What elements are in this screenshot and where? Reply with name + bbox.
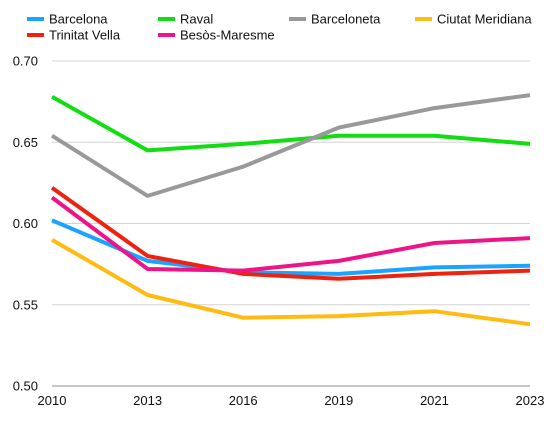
- x-tick-label: 2021: [420, 393, 449, 408]
- legend-label: Ciutat Meridiana: [437, 12, 532, 27]
- legend-item-raval: Raval: [158, 12, 213, 27]
- y-tick-label: 0.65: [13, 135, 38, 150]
- legend-label: Barcelona: [49, 12, 108, 27]
- x-tick-label: 2016: [229, 393, 258, 408]
- series-line-barcelona: [51, 218, 531, 276]
- series-line-barceloneta: [50, 93, 531, 198]
- y-tick-label: 0.50: [13, 379, 38, 394]
- y-tick-label: 0.60: [13, 216, 38, 231]
- axes: 0.50 0.55 0.60 0.65 0.70 2010 2013 2016 2019 2021…: [13, 54, 545, 409]
- series-lines: [50, 93, 531, 327]
- x-tick-label: 2019: [324, 393, 353, 408]
- gridlines: [52, 60, 530, 387]
- x-tick-label: 2013: [133, 393, 162, 408]
- legend-label: Trinitat Vella: [49, 28, 121, 43]
- legend-item-bes-s-maresme: Besòs-Maresme: [158, 28, 275, 43]
- legend-label: Barceloneta: [311, 12, 381, 27]
- series-line-bes-s-maresme: [50, 195, 531, 273]
- series-line-raval: [51, 94, 531, 153]
- legend-item-barcelona: Barcelona: [27, 12, 108, 27]
- y-tick-label: 0.70: [13, 54, 38, 69]
- x-tick-label: 2010: [38, 393, 67, 408]
- legend-item-barceloneta: Barceloneta: [289, 12, 381, 27]
- legend-item-trinitat-vella: Trinitat Vella: [27, 28, 121, 43]
- x-tick-label: 2023: [516, 393, 545, 408]
- legend: Barcelona Raval Barceloneta Ciutat Meridian…: [27, 12, 532, 43]
- legend-label: Raval: [180, 12, 213, 27]
- legend-item-ciutat-meridiana: Ciutat Meridiana: [415, 12, 532, 27]
- y-tick-label: 0.55: [13, 297, 38, 312]
- series-line-ciutat-meridiana: [50, 238, 531, 327]
- legend-label: Besòs-Maresme: [180, 28, 275, 43]
- series-line-trinitat-vella: [50, 186, 531, 281]
